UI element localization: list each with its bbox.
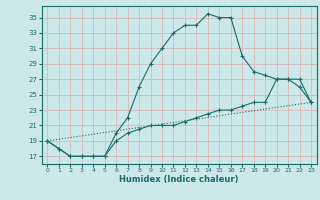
X-axis label: Humidex (Indice chaleur): Humidex (Indice chaleur) bbox=[119, 175, 239, 184]
